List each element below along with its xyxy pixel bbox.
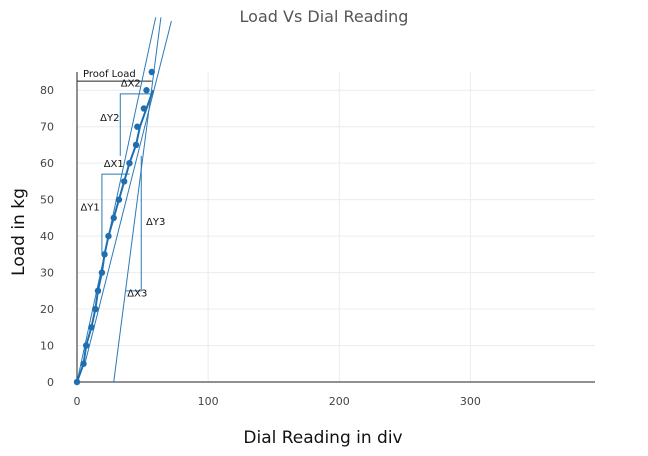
delta-annotation: ΔX3 [127,288,147,299]
chart-title: Load Vs Dial Reading [240,7,409,26]
proof-load-layer: Proof Load [77,69,152,82]
data-point [148,68,155,76]
data-point [101,251,108,258]
y-tick-label: 80 [40,84,54,97]
y-tick-label: 10 [40,340,54,353]
delta-guides-layer [101,93,152,292]
x-tick-label: 0 [74,395,81,408]
data-point [94,287,102,295]
data-point [121,178,128,185]
fit-line-2 [113,17,162,383]
y-tick-label: 20 [40,303,54,316]
x-tick-label: 300 [460,395,481,408]
data-points-layer [73,68,155,386]
data-point [98,269,106,276]
y-tick-label: 30 [40,267,54,280]
delta-annotation: ΔY1 [80,203,99,214]
x-axis-title: Dial Reading in div [243,428,402,448]
y-tick-label: 60 [40,157,54,170]
data-point [134,123,141,130]
y-tick-label: 50 [40,194,54,207]
y-tick-label: 0 [47,376,54,389]
data-point [140,105,148,112]
delta-3-guide [125,155,142,292]
data-point [92,305,99,313]
data-point [80,360,87,367]
fit-line-3 [84,20,172,364]
x-tick-label: 100 [198,395,219,408]
proof-load-label: Proof Load [83,69,136,80]
y-tick-label: 70 [40,121,54,134]
data-point [132,141,140,149]
data-point [143,87,150,94]
delta-annotation: ΔX2 [121,79,141,90]
x-tick-label: 200 [329,395,350,408]
data-point [115,196,123,203]
delta-annotation: ΔY3 [146,217,165,228]
delta-annotation: ΔY2 [100,113,119,124]
data-point [110,214,117,222]
data-point [82,342,90,349]
y-tick-label: 40 [40,230,54,243]
data-point [73,378,81,386]
annotations-layer: ΔY1 ΔX1 ΔY2 ΔX2 ΔY3 ΔX3 [80,79,165,300]
data-point [105,232,112,240]
delta-2-guide [119,93,152,156]
data-point [126,159,133,167]
delta-1-guide [101,173,130,255]
y-axis-title: Load in kg [9,188,29,276]
axes-layer: 0 10 20 30 40 50 60 70 80 0 100 200 300 [40,72,595,408]
data-point [88,324,95,331]
grid-layer [76,72,595,383]
delta-annotation: ΔX1 [104,159,124,170]
